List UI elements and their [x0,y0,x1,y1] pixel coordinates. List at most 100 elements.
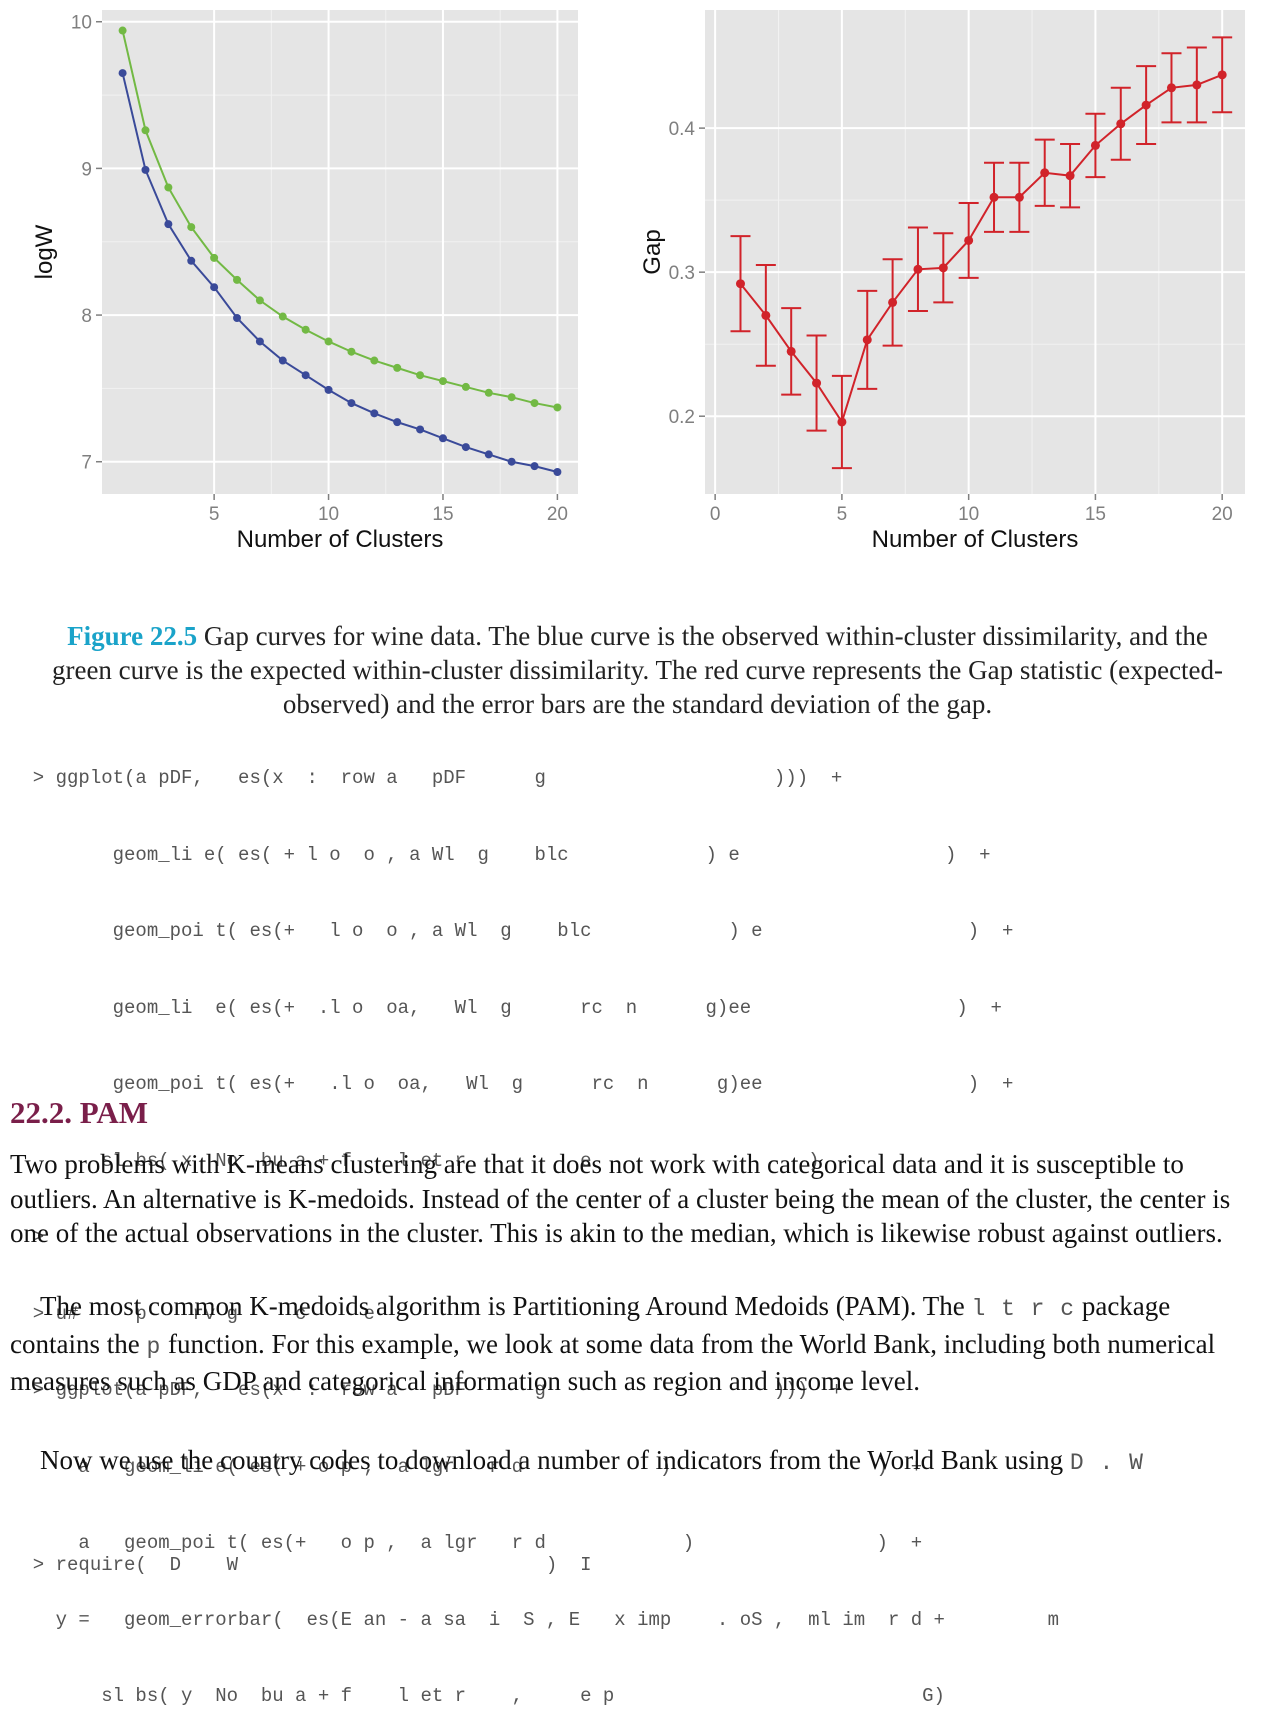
data-point [1040,168,1050,178]
data-point [416,425,425,434]
x-tick-label: 10 [958,504,979,525]
code-block-ggplot: > ggplot(a pDF, es(x : row a pDF g ))) +… [10,715,1260,1735]
series-line [121,72,558,473]
data-point [913,264,923,274]
data-point [438,434,447,443]
data-point [255,296,264,305]
caption-text: Gap curves for wine data. The blue curve… [51,621,1224,719]
data-point [301,325,310,334]
code-line: geom_poi t( es(+ .l o oa, Wl g rc n g)ee… [10,1073,1014,1095]
inline-code: p [146,1333,162,1360]
code-line: > u# p rv g c e [10,1302,375,1325]
x-tick-label: 15 [432,504,453,525]
gap-chart: 0 5 10 15 20 0.2 0.3 0.4 Number of Clusters Gap [639,10,1245,553]
y-axis-title: logW [31,224,58,279]
data-point [255,337,264,346]
data-point [989,192,999,202]
data-point [1065,171,1075,181]
data-point [888,297,898,307]
paragraph-text: The most common K-medoids algorithm is P… [40,1291,972,1321]
y-tick-label: 0.4 [669,119,696,140]
code-line: a geom_poi t( es(+ o p , a lgr r d ) ) + [10,1532,923,1554]
data-point [735,279,745,289]
paragraph-intro: Two problems with K-means clustering are… [10,1149,1231,1248]
data-point [210,253,219,262]
paragraph-text: package contains the [10,1291,1171,1359]
x-tick-label: 5 [209,504,220,525]
data-point [164,220,173,229]
y-axis-title: Gap [639,229,666,274]
data-point [530,462,539,471]
data-point [1166,83,1176,93]
data-point [1141,100,1151,110]
data-point [370,409,379,418]
data-point [786,346,796,356]
data-point [347,347,356,356]
code-line: sl bs( x No bu a + f l et r e ) [10,1149,820,1172]
series-line [739,73,1223,425]
code-line: geom_poi t( es(+ l o o , a Wl g blc ) e … [10,920,1014,942]
data-point [553,468,562,476]
figure: 5 10 15 20 7 8 9 10 Number of Clusters logW 0 5 10 1… [0,0,1275,585]
data-point [141,165,150,174]
data-point [416,371,425,380]
data-point [484,388,493,397]
data-point [438,377,447,386]
data-point [1217,70,1227,80]
data-point [233,314,242,322]
code-line: a geom_li e( es( + o p , a lgr r d ) ) + [10,1455,923,1478]
data-point [187,223,196,232]
data-point [812,378,822,388]
data-point [761,310,771,320]
x-tick-label: 20 [1212,504,1233,525]
y-tick-label: 0.3 [669,263,695,284]
data-point [370,356,379,365]
inline-code: l t r c [971,1296,1076,1322]
code-line: y = geom_errorbar( es(E an - a sa i S , … [10,1608,1059,1631]
data-point [164,183,173,192]
y-tick-label: 8 [81,306,92,327]
figure-caption: Figure 22.5 Gap curves for wine data. Th… [45,619,1230,721]
code-line: > ggplot(a pDF, es(x : row a pDF g ))) + [10,1379,843,1401]
code-line: > ggplot(a pDF, es(x : row a pDF g ))) + [10,767,843,789]
code-line: > [10,1226,45,1248]
data-point [118,69,127,78]
data-point [141,126,150,135]
x-tick-label: 5 [837,504,848,525]
data-point [324,385,333,394]
code-line: geom_li e( es( + l o o , a Wl g blc ) e … [10,843,991,866]
plot-panel [102,10,578,494]
data-point [393,418,402,427]
data-point [1116,119,1126,129]
data-point [938,263,948,273]
data-point [278,356,287,365]
data-point [187,256,196,265]
code-block-require: > require( D W ) I [10,1502,1260,1604]
y-tick-label: 9 [81,159,92,180]
code-line: > require( D W ) I [10,1554,592,1576]
data-point [278,312,287,321]
data-point [507,393,516,402]
x-tick-label: 15 [1085,504,1106,525]
data-point [484,450,493,459]
data-point [530,399,539,408]
x-tick-label: 20 [547,504,568,525]
x-tick-label: 0 [710,504,721,525]
y-tick-label: 7 [81,453,92,474]
code-line: sl bs( y No bu a + f l et r , e p G) [10,1685,945,1707]
code-line: geom_li e( es(+ .l o oa, Wl g rc n g)ee … [10,996,1002,1019]
data-point [233,275,242,284]
data-point [324,337,333,346]
data-point [553,403,562,412]
plot-panel [705,10,1245,494]
inline-code: D . W [1069,1450,1144,1476]
data-point [1014,192,1024,202]
figure-label: Figure 22.5 [67,621,198,651]
data-point [210,283,219,292]
paragraph-text: Now we use the country codes to download… [40,1445,1070,1475]
paragraph-pam: The most common K-medoids algorithm is P… [10,1289,1265,1399]
y-tick-label: 10 [71,13,92,34]
data-point [964,235,974,245]
data-point [1192,80,1202,90]
